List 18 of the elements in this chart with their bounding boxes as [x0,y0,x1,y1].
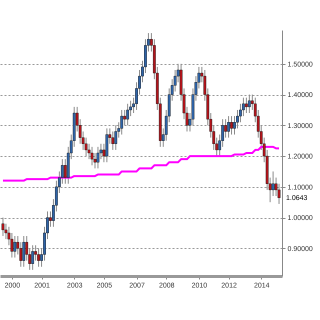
candlestick [227,116,230,138]
candlestick [37,248,40,268]
candlestick [22,236,26,268]
candlestick [105,128,108,163]
candlestick [120,109,124,136]
candlestick [224,118,227,138]
candlestick [244,97,248,114]
candlestick [13,236,16,258]
candlestick [248,94,251,114]
candlestick [272,170,274,197]
candlestick [2,217,4,237]
candlestick [126,103,130,126]
candlestick [31,244,34,270]
candlestick [230,116,233,136]
candlestick [96,146,100,169]
candlestick [90,146,94,166]
candlestick [114,124,118,150]
candlestick [123,109,126,126]
